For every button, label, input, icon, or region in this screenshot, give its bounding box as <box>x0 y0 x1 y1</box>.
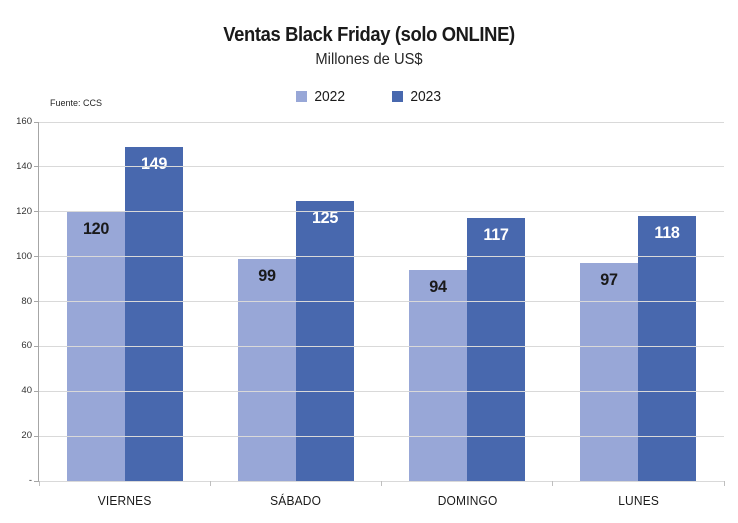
bar-value-label: 120 <box>82 218 109 238</box>
gridline-60 <box>39 345 724 347</box>
gridline-100 <box>39 256 724 258</box>
chart-subtitle: Millones de US$ <box>315 51 423 68</box>
y-axis-tick <box>34 166 39 168</box>
bar-value-label: 149 <box>140 153 167 173</box>
bar-groups: 120 149 99 125 94 117 97 118 <box>39 122 724 481</box>
y-axis-label-40: 40 <box>21 385 32 397</box>
legend-swatch-2023 <box>392 91 403 102</box>
y-axis-tick <box>34 390 39 392</box>
bar-2022-lunes: 97 <box>580 263 639 481</box>
bar-2022-sábado: 99 <box>237 258 296 481</box>
bar-value-label: 125 <box>311 207 338 227</box>
y-axis-label-120: 120 <box>16 205 32 217</box>
bar-value-label: 97 <box>600 270 619 290</box>
bar-value-label: 118 <box>654 223 680 243</box>
y-axis-label-160: 160 <box>16 116 32 127</box>
y-axis-tick <box>34 345 39 347</box>
bar-group-sábado: 99 125 <box>210 122 381 481</box>
x-axis-label-domingo: DOMINGO <box>437 493 497 508</box>
x-axis-labels: VIERNES SÁBADO DOMINGO LUNES <box>39 493 724 508</box>
y-axis-tick <box>34 121 39 123</box>
x-axis-label-lunes: LUNES <box>617 493 659 508</box>
bar-value-label: 117 <box>483 225 509 245</box>
bar-group-lunes: 97 118 <box>553 122 724 481</box>
legend-swatch-2022 <box>295 91 307 102</box>
y-axis-tick <box>34 301 39 302</box>
bar-value-label: 99 <box>258 265 276 285</box>
legend-label-2023: 2023 <box>410 88 442 105</box>
x-axis-tick <box>209 481 211 486</box>
gridline-140 <box>39 166 724 168</box>
chart-legend: 2022 2023 <box>0 88 738 105</box>
gridline-20 <box>39 435 724 437</box>
bar-2023-domingo: 117 <box>467 218 526 481</box>
y-axis-label-0: - <box>28 475 32 486</box>
x-axis-label-viernes: VIERNES <box>97 493 152 508</box>
y-axis-label-100: 100 <box>16 250 32 262</box>
y-axis-tick <box>34 256 39 258</box>
chart-title: Ventas Black Friday (solo ONLINE) <box>223 24 515 46</box>
y-axis-label-60: 60 <box>21 340 32 352</box>
y-axis-tick <box>34 435 39 437</box>
source-note: Fuente: CCS <box>50 98 103 108</box>
bar-group-domingo: 94 117 <box>382 122 553 481</box>
legend-item-2022: 2022 <box>295 88 346 105</box>
bar-2023-sábado: 125 <box>295 200 354 481</box>
y-axis-tick <box>34 480 39 482</box>
bar-value-label: 94 <box>429 277 447 297</box>
bar-2023-viernes: 149 <box>124 146 183 481</box>
gridline-120 <box>39 211 724 213</box>
y-axis-label-140: 140 <box>16 160 32 172</box>
x-axis-tick <box>381 481 382 486</box>
x-axis-tick <box>723 481 725 486</box>
x-axis-tick <box>38 481 40 486</box>
y-axis-label-20: 20 <box>21 430 32 442</box>
x-axis-label-sábado: SÁBADO <box>270 493 322 508</box>
gridline-80 <box>39 301 724 302</box>
y-axis-label-80: 80 <box>21 295 32 307</box>
gridline-40 <box>39 390 724 392</box>
bar-2023-lunes: 118 <box>638 216 697 481</box>
plot-area: 120 149 99 125 94 117 97 118 VIERNES SÁBADO DOMIN… <box>16 116 725 508</box>
legend-label-2022: 2022 <box>313 88 345 105</box>
y-axis-tick <box>34 211 39 213</box>
bar-2022-domingo: 94 <box>409 270 468 481</box>
x-axis-tick <box>552 481 554 486</box>
gridline-160 <box>39 121 724 123</box>
legend-item-2023: 2023 <box>392 88 442 105</box>
